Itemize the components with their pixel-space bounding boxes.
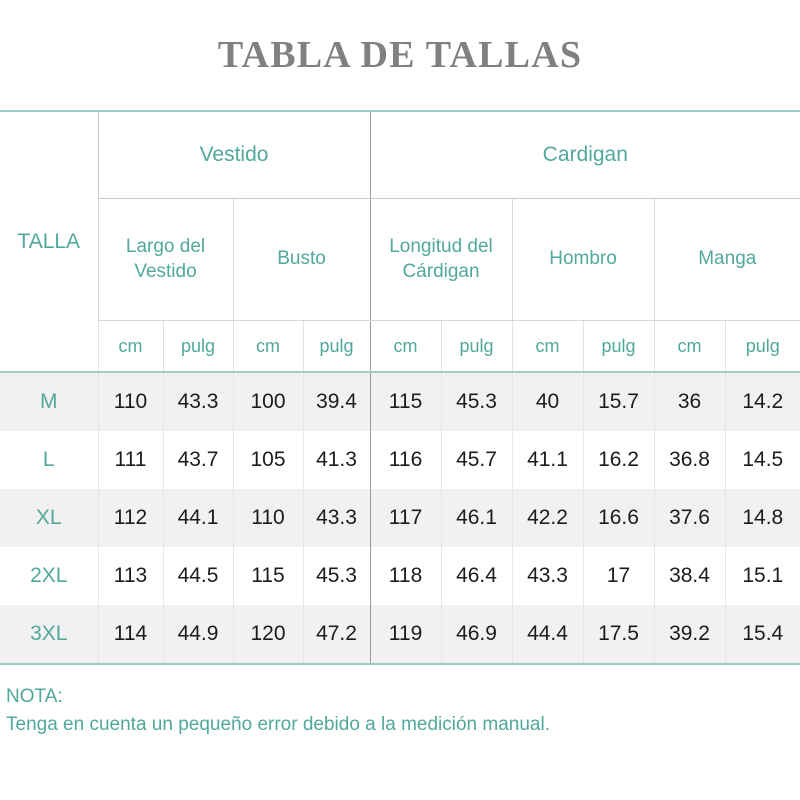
cell-value: 38.4 <box>653 547 726 605</box>
cell-value: 14.2 <box>724 372 800 431</box>
page-title-container: TABLA DE TALLAS <box>0 0 800 110</box>
cell-value: 47.2 <box>302 605 371 664</box>
cell-value: 14.8 <box>724 489 800 547</box>
cell-value: 110 <box>97 372 163 431</box>
table-row: XL 112 44.1 110 43.3 117 46.1 42.2 16.6 … <box>0 489 800 547</box>
cell-value: 100 <box>232 372 303 431</box>
cell-value: 15.1 <box>724 547 800 605</box>
cell-value: 116 <box>369 431 442 489</box>
cell-value: 43.3 <box>511 547 584 605</box>
cell-value: 15.4 <box>724 605 800 664</box>
unit-header-5: pulg <box>440 320 513 373</box>
cell-value: 45.3 <box>440 372 513 431</box>
cell-value: 41.3 <box>302 431 371 489</box>
cell-value: 39.2 <box>653 605 726 664</box>
unit-header-6: cm <box>511 320 584 373</box>
page-title: TABLA DE TALLAS <box>217 34 583 76</box>
cell-value: 42.2 <box>511 489 584 547</box>
measure-header-largo-del-vestido: Largo del Vestido <box>97 198 233 321</box>
talla-header-cell: TALLA <box>0 111 98 373</box>
note-text: Tenga en cuenta un pequeño error debido … <box>6 713 550 735</box>
cell-value: 118 <box>369 547 442 605</box>
measure-header-longitud-del-cardigan: Longitud del Cárdigan <box>369 198 513 321</box>
cell-value: 36 <box>653 372 726 431</box>
cell-value: 15.7 <box>582 372 655 431</box>
cell-value: 41.1 <box>511 431 584 489</box>
unit-header-2: cm <box>232 320 303 373</box>
cell-value: 44.5 <box>162 547 233 605</box>
table-row: 2XL 113 44.5 115 45.3 118 46.4 43.3 17 3… <box>0 547 800 605</box>
cell-value: 115 <box>369 372 442 431</box>
unit-header-0: cm <box>97 320 163 373</box>
size-chart-table: TALLA Vestido Cardigan Largo del Vestido… <box>0 110 800 665</box>
cell-value: 46.4 <box>440 547 513 605</box>
header-row-units: cm pulg cm pulg cm pulg cm pulg cm pulg <box>0 320 800 373</box>
cell-value: 119 <box>369 605 442 664</box>
cell-value: 14.5 <box>724 431 800 489</box>
cell-value: 45.7 <box>440 431 513 489</box>
cell-value: 17 <box>582 547 655 605</box>
group-header-cardigan: Cardigan <box>369 111 800 199</box>
size-label: XL <box>0 489 98 547</box>
measure-header-busto: Busto <box>232 198 371 321</box>
size-label: 3XL <box>0 605 98 664</box>
cell-value: 40 <box>511 372 584 431</box>
unit-header-8: cm <box>653 320 726 373</box>
cell-value: 111 <box>97 431 163 489</box>
table-row: 3XL 114 44.9 120 47.2 119 46.9 44.4 17.5… <box>0 605 800 664</box>
unit-header-9: pulg <box>724 320 800 373</box>
note-block: NOTA: Tenga en cuenta un pequeño error d… <box>0 665 800 738</box>
cell-value: 16.6 <box>582 489 655 547</box>
cell-value: 112 <box>97 489 163 547</box>
unit-header-7: pulg <box>582 320 655 373</box>
cell-value: 16.2 <box>582 431 655 489</box>
cell-value: 115 <box>232 547 303 605</box>
header-row-measures: Largo del Vestido Busto Longitud del Cár… <box>0 198 800 321</box>
unit-header-4: cm <box>369 320 442 373</box>
cell-value: 43.3 <box>302 489 371 547</box>
cell-value: 117 <box>369 489 442 547</box>
measure-header-manga: Manga <box>653 198 800 321</box>
cell-value: 36.8 <box>653 431 726 489</box>
cell-value: 113 <box>97 547 163 605</box>
cell-value: 39.4 <box>302 372 371 431</box>
cell-value: 44.1 <box>162 489 233 547</box>
table-row: L 111 43.7 105 41.3 116 45.7 41.1 16.2 3… <box>0 431 800 489</box>
cell-value: 44.9 <box>162 605 233 664</box>
cell-value: 105 <box>232 431 303 489</box>
measure-header-hombro: Hombro <box>511 198 655 321</box>
cell-value: 114 <box>97 605 163 664</box>
cell-value: 46.9 <box>440 605 513 664</box>
size-label: M <box>0 372 98 431</box>
cell-value: 43.7 <box>162 431 233 489</box>
size-label: 2XL <box>0 547 98 605</box>
note-label: NOTA: <box>6 686 63 707</box>
unit-header-1: pulg <box>162 320 233 373</box>
table-row: M 110 43.3 100 39.4 115 45.3 40 15.7 36 … <box>0 372 800 431</box>
cell-value: 110 <box>232 489 303 547</box>
cell-value: 37.6 <box>653 489 726 547</box>
header-row-groups: TALLA Vestido Cardigan <box>0 111 800 373</box>
cell-value: 45.3 <box>302 547 371 605</box>
cell-value: 120 <box>232 605 303 664</box>
cell-value: 43.3 <box>162 372 233 431</box>
cell-value: 17.5 <box>582 605 655 664</box>
unit-header-3: pulg <box>302 320 371 373</box>
size-label: L <box>0 431 98 489</box>
group-header-vestido: Vestido <box>97 111 371 199</box>
cell-value: 44.4 <box>511 605 584 664</box>
cell-value: 46.1 <box>440 489 513 547</box>
